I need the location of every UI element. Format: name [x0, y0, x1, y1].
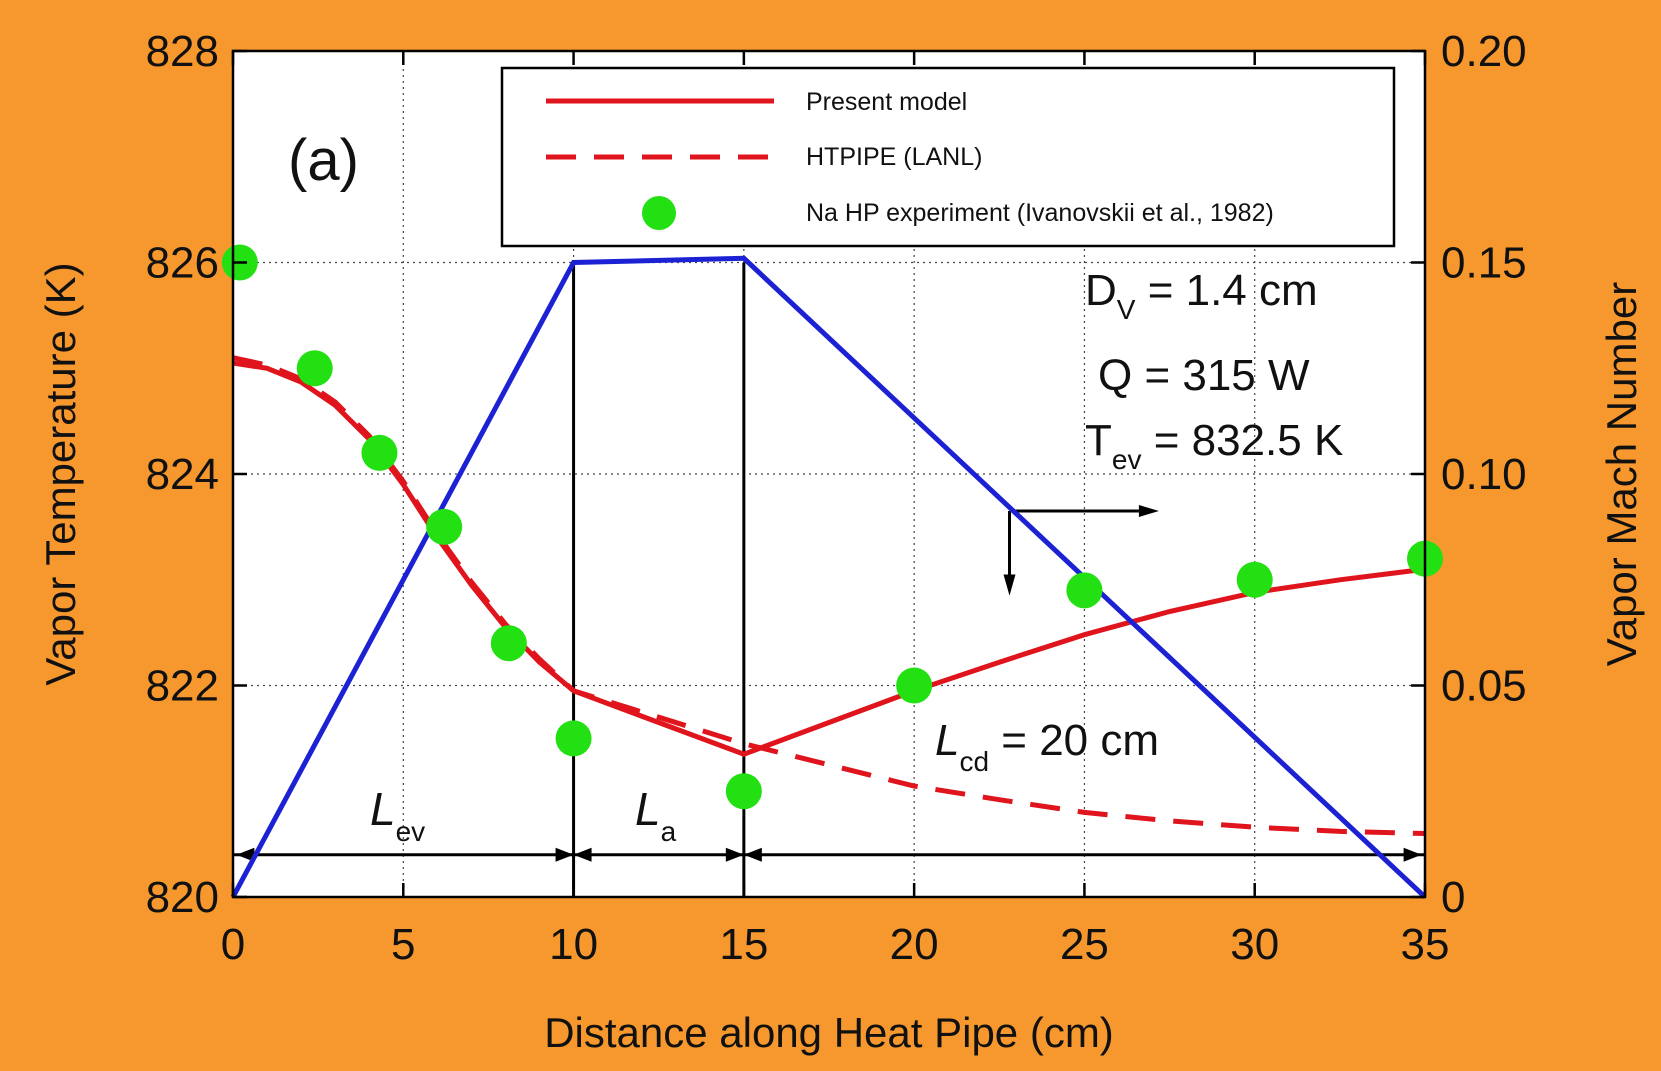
x-tick-label: 5 — [391, 920, 415, 969]
grid — [233, 51, 1425, 897]
x-tick-label: 35 — [1401, 920, 1450, 969]
series-experiment-point — [555, 720, 592, 757]
x-tick-label: 25 — [1060, 920, 1109, 969]
series-experiment-point — [296, 350, 333, 387]
x-tick-label: 30 — [1230, 920, 1279, 969]
y-axis-title: Vapor Temperature (K) — [37, 262, 84, 685]
x-tick-label: 0 — [221, 920, 245, 969]
axis-indicator-down-arrowhead — [1003, 574, 1016, 596]
y2-tick-label: 0.15 — [1441, 239, 1527, 288]
annotation-vapor-diameter: DV = 1.4 cm — [1085, 266, 1318, 325]
y-tick-label: 820 — [146, 873, 219, 922]
legend-label-present-model: Present model — [806, 88, 967, 116]
y2-tick-label: 0.20 — [1441, 27, 1527, 76]
dimension-arrowhead — [743, 847, 762, 862]
series-experiment-point — [896, 667, 933, 704]
dimension-arrowhead — [725, 847, 744, 862]
x-tick-label: 15 — [719, 920, 768, 969]
dimension-arrowhead — [555, 847, 574, 862]
y2-tick-label: 0 — [1441, 873, 1465, 922]
legend-label-htpipe: HTPIPE (LANL) — [806, 143, 982, 171]
dimension-arrowhead — [1403, 847, 1422, 862]
y2-tick-label: 0.10 — [1441, 450, 1527, 499]
legend-swatch-experiment — [642, 196, 676, 230]
annotation-condenser-length: Lcd = 20 cm — [935, 716, 1159, 777]
annotation-adiabatic-length: La — [635, 783, 677, 847]
y2-tick-label: 0.05 — [1441, 662, 1527, 711]
panel-label: (a) — [288, 128, 359, 193]
annotation-evaporator-temperature: Tev = 832.5 K — [1085, 416, 1343, 475]
annotation-heat-load: Q = 315 W — [1098, 351, 1310, 400]
series-experiment-point — [490, 625, 527, 662]
series-experiment-point — [725, 773, 762, 810]
dimension-arrowhead — [236, 847, 255, 862]
legend: Present model HTPIPE (LANL) Na HP experi… — [500, 66, 1396, 248]
legend-label-experiment: Na HP experiment (Ivanovskii et al., 198… — [806, 199, 1274, 227]
x-axis-title: Distance along Heat Pipe (cm) — [544, 1009, 1114, 1056]
x-tick-label: 20 — [890, 920, 939, 969]
axis-indicator-right-arrowhead — [1138, 505, 1159, 518]
plot-frame — [231, 49, 1427, 899]
y-tick-label: 828 — [146, 27, 219, 76]
y-tick-label: 824 — [146, 450, 219, 499]
y-tick-label: 826 — [146, 239, 219, 288]
x-tick-label: 10 — [549, 920, 598, 969]
series-layer — [221, 191, 1443, 899]
series-experiment-point — [1236, 561, 1273, 598]
dimension-arrowhead — [573, 847, 592, 862]
y-tick-label: 822 — [146, 662, 219, 711]
series-experiment-point — [426, 508, 463, 545]
series-present-model-line — [232, 360, 1426, 757]
series-experiment-point — [361, 434, 398, 471]
y2-axis-title: Vapor Mach Number — [1598, 282, 1645, 666]
tick-labels: 0 5 10 15 20 25 30 35 820 822 824 826 828 0 0.05 0.10 0.… — [146, 27, 1527, 969]
annotation-evaporator-length: Lev — [370, 783, 425, 847]
series-experiment-point — [1066, 572, 1103, 609]
